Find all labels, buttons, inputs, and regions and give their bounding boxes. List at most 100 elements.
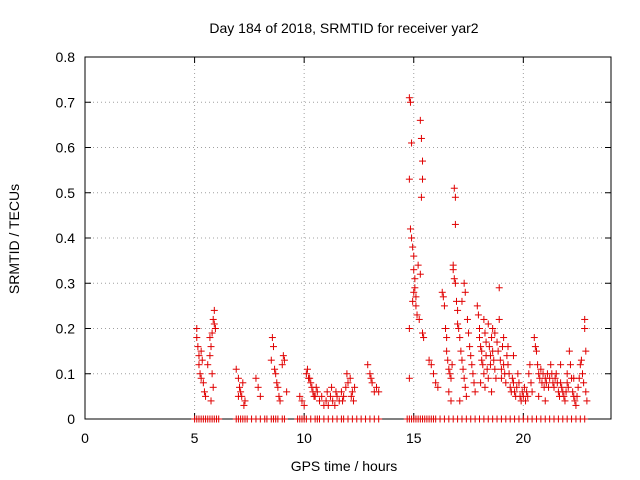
y-tick-label: 0.8 <box>56 49 76 65</box>
data-point <box>279 352 287 360</box>
data-point <box>577 356 585 364</box>
data-point <box>193 334 201 342</box>
data-point <box>408 234 416 242</box>
data-point <box>268 334 276 342</box>
y-tick-label: 0 <box>67 411 75 427</box>
data-point <box>375 388 383 396</box>
data-point <box>534 361 542 369</box>
data-point <box>271 365 279 373</box>
data-point <box>506 383 514 391</box>
data-point <box>565 347 573 355</box>
data-point <box>416 270 424 278</box>
data-point <box>503 352 511 360</box>
labels-layer: Day 184 of 2018, SRMTID for receiver yar… <box>6 20 479 474</box>
data-point <box>272 370 280 378</box>
data-point <box>495 284 503 292</box>
data-point <box>273 379 281 387</box>
data-point <box>348 388 356 396</box>
data-point <box>307 379 315 387</box>
data-point <box>449 266 457 274</box>
data-point <box>450 275 458 283</box>
data-point <box>571 397 579 405</box>
data-point <box>494 347 502 355</box>
data-point <box>416 116 424 124</box>
data-point <box>197 347 205 355</box>
data-point <box>495 315 503 323</box>
data-point <box>409 243 417 251</box>
x-tick-label: 0 <box>81 430 89 446</box>
data-point <box>458 356 466 364</box>
data-point <box>331 401 339 409</box>
data-point <box>346 374 354 382</box>
data-point <box>569 388 577 396</box>
data-point <box>196 370 204 378</box>
data-point <box>527 379 535 387</box>
data-point <box>215 415 223 423</box>
data-point <box>210 306 218 314</box>
data-point <box>329 397 337 405</box>
data-point <box>275 392 283 400</box>
data-point <box>194 343 202 351</box>
data-point <box>532 347 540 355</box>
data-point <box>332 388 340 396</box>
data-point <box>448 361 456 369</box>
data-point <box>576 361 584 369</box>
data-point <box>207 397 215 405</box>
data-point <box>480 370 488 378</box>
data-point <box>209 315 217 323</box>
data-point <box>237 388 245 396</box>
data-point <box>563 370 571 378</box>
data-point <box>411 284 419 292</box>
data-point <box>515 379 523 387</box>
data-point <box>454 320 462 328</box>
data-point <box>197 374 205 382</box>
data-point <box>209 383 217 391</box>
data-point <box>451 193 459 201</box>
data-point <box>427 361 435 369</box>
data-point <box>411 275 419 283</box>
data-point <box>328 383 336 391</box>
data-point <box>486 361 494 369</box>
data-point <box>530 334 538 342</box>
y-tick-label: 0.6 <box>56 140 76 156</box>
data-point <box>573 392 581 400</box>
data-point <box>480 315 488 323</box>
data-point <box>280 356 288 364</box>
data-point <box>456 397 464 405</box>
x-tick-label: 10 <box>296 430 312 446</box>
data-point <box>207 343 215 351</box>
data-point <box>200 388 208 396</box>
data-point <box>563 379 571 387</box>
data-point <box>474 311 482 319</box>
data-point <box>442 325 450 332</box>
x-tick-label: 20 <box>516 430 532 446</box>
data-point <box>193 325 201 332</box>
data-point <box>202 392 210 400</box>
data-point <box>438 288 446 296</box>
data-point <box>485 343 493 351</box>
data-point <box>461 288 469 296</box>
y-tick-label: 0.7 <box>56 94 76 110</box>
data-point <box>450 184 458 192</box>
data-point <box>302 370 310 378</box>
data-point <box>351 383 359 391</box>
data-point <box>252 374 260 382</box>
data-point <box>412 293 420 301</box>
data-point <box>274 383 282 391</box>
data-point <box>410 266 418 274</box>
data-point <box>204 361 212 369</box>
data-point <box>463 315 471 323</box>
data-point <box>581 315 589 323</box>
points-layer <box>191 94 591 423</box>
data-point <box>236 383 244 391</box>
data-point <box>552 370 560 378</box>
data-point <box>461 383 469 391</box>
data-point <box>405 175 413 183</box>
data-point <box>481 383 489 391</box>
data-point <box>324 401 332 409</box>
data-point <box>486 352 494 360</box>
data-point <box>405 374 413 382</box>
data-point <box>425 356 433 364</box>
data-point <box>316 397 324 405</box>
